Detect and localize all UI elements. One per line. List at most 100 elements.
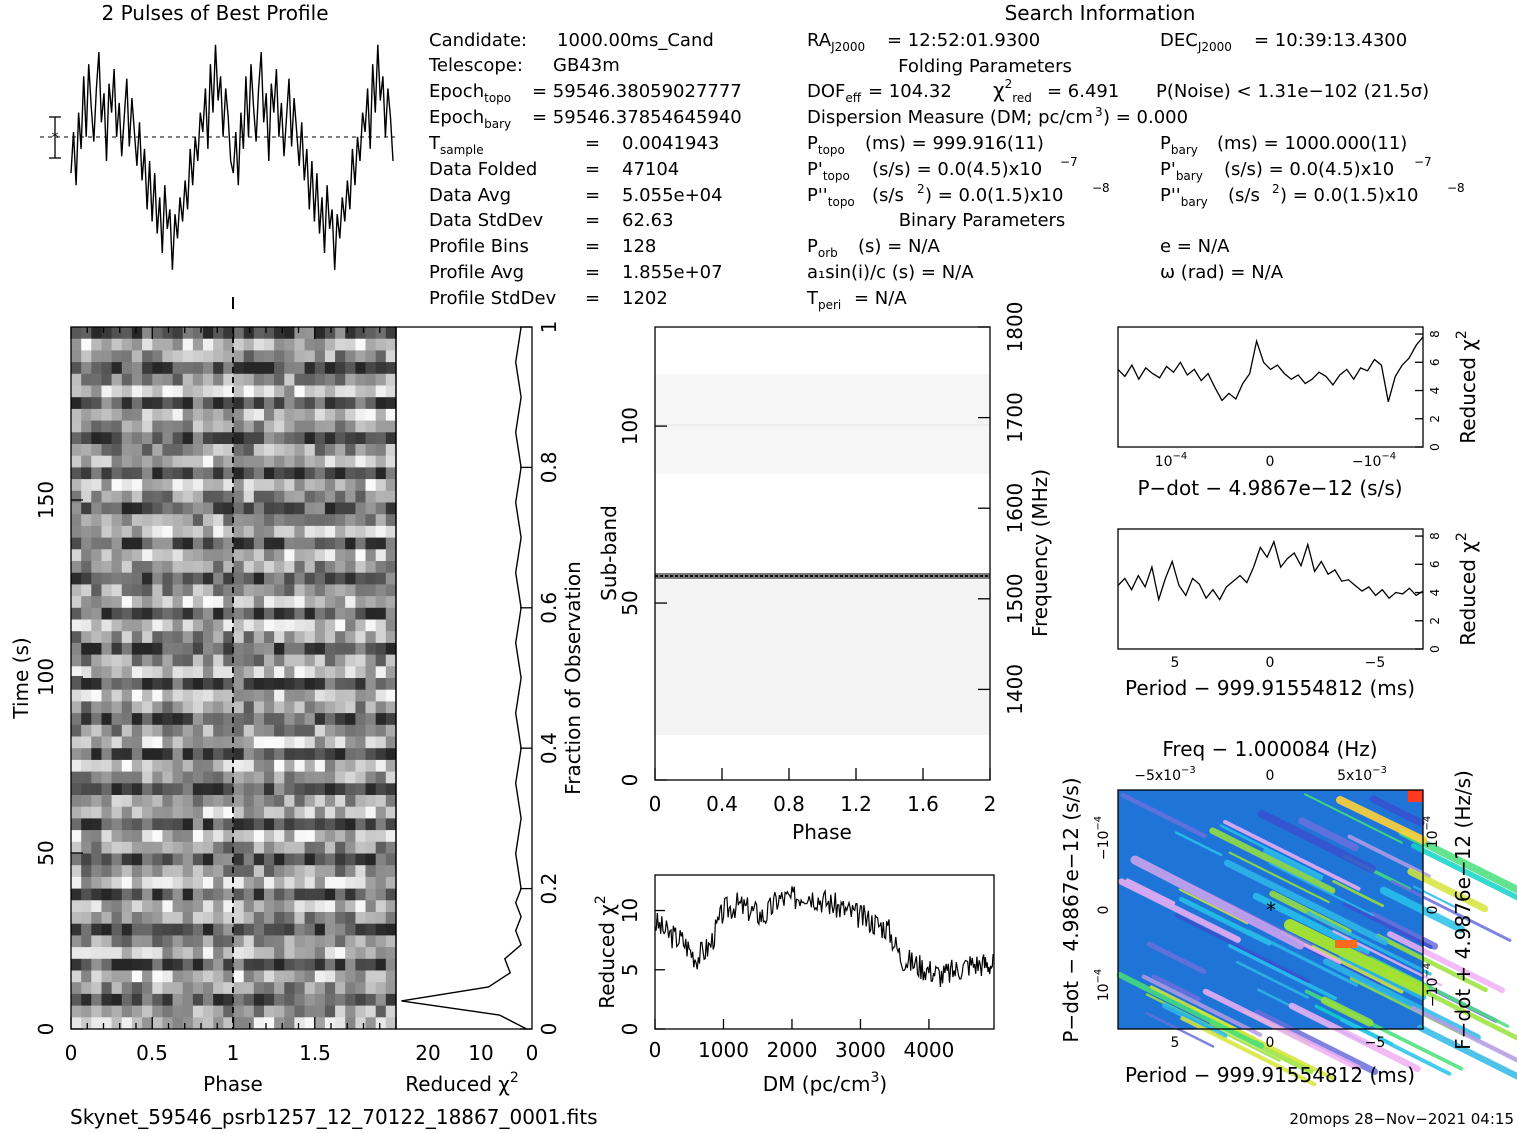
time-phase-cell — [274, 783, 285, 796]
time-phase-cell — [294, 596, 306, 609]
time-phase-cell — [345, 771, 356, 784]
time-phase-cell — [81, 970, 92, 983]
pddot-topo-label: (s/s — [872, 185, 904, 206]
time-phase-cell — [365, 455, 377, 468]
time-phase-cell — [152, 596, 163, 609]
time-phase-cell — [81, 1005, 92, 1018]
time-phase-cell — [91, 970, 102, 983]
time-phase-cell — [345, 759, 356, 773]
time-phase-cell — [274, 549, 285, 562]
time-phase-cell — [152, 806, 163, 819]
time-phase-cell — [294, 572, 306, 585]
pdot-ylabel: Reduced χ2 — [1454, 330, 1480, 444]
time-phase-cell — [314, 514, 326, 527]
time-phase-cell — [131, 982, 143, 995]
time-phase-cell — [314, 900, 326, 913]
time-phase-cell — [162, 561, 174, 574]
time-phase-cell — [213, 701, 224, 714]
time-phase-cell — [243, 408, 255, 422]
time-phase-cell — [81, 362, 92, 375]
time-phase-cell — [121, 841, 133, 854]
time-phase-cell — [324, 584, 336, 597]
time-phase-cell — [294, 490, 306, 503]
time-phase-cell — [162, 490, 174, 503]
time-phase-cell — [91, 841, 102, 854]
time-phase-cell — [192, 502, 204, 515]
time-phase-cell — [142, 736, 153, 749]
time-phase-cell — [294, 736, 306, 749]
time-phase-cell — [203, 362, 214, 375]
time-phase-cell — [203, 408, 214, 422]
time-phase-cell — [91, 736, 102, 749]
time-phase-cell — [365, 689, 377, 702]
time-phase-cell — [355, 678, 367, 691]
time-phase-cell — [152, 748, 163, 761]
chi2-fraction-line — [401, 326, 527, 1030]
time-phase-cell — [223, 689, 234, 702]
time-phase-cell — [314, 444, 326, 457]
time-phase-cell — [111, 362, 123, 375]
time-phase-cell — [81, 713, 92, 726]
svg-text:Epochbary: Epochbary — [429, 107, 511, 131]
time-phase-cell — [385, 338, 397, 351]
time-phase-cell — [294, 350, 306, 363]
time-phase-cell — [365, 514, 377, 527]
time-phase-cell — [253, 561, 265, 574]
time-phase-cell — [355, 970, 367, 983]
time-phase-cell — [172, 350, 184, 363]
subband-y-tick-label: 0 — [618, 774, 642, 787]
time-phase-cell — [192, 923, 204, 936]
time-phase-cell — [294, 830, 306, 843]
time-phase-cell — [335, 654, 346, 667]
time-phase-cell — [223, 327, 234, 340]
y-tick-label-150: 150 — [34, 481, 58, 519]
time-phase-cell — [142, 397, 153, 410]
time-phase-cell — [101, 678, 113, 691]
time-phase-cell — [203, 596, 214, 609]
time-phase-cell — [213, 420, 224, 433]
time-phase-cell — [345, 490, 356, 503]
time-phase-cell — [284, 900, 295, 913]
time-phase-cell — [223, 912, 234, 925]
time-phase-cell — [71, 759, 82, 773]
time-phase-cell — [314, 771, 326, 784]
dm-y-tick-label: 0 — [618, 1023, 642, 1036]
time-phase-cell — [253, 1005, 265, 1018]
time-phase-cell — [203, 876, 214, 890]
time-phase-cell — [91, 865, 102, 878]
time-phase-cell — [274, 970, 285, 983]
time-phase-cell — [324, 783, 336, 796]
time-phase-cell — [142, 783, 153, 796]
time-phase-cell — [81, 631, 92, 644]
period-x-tick-b: 0 — [1266, 655, 1275, 671]
time-phase-cell — [304, 654, 316, 667]
x-tick-label-05: 0.5 — [136, 1041, 168, 1065]
time-phase-cell — [375, 970, 387, 983]
time-phase-cell — [335, 373, 346, 386]
time-phase-cell — [182, 432, 194, 445]
pddot-bary-value: ) = 0.0(1.5)x10 — [1280, 185, 1418, 206]
time-phase-cell — [71, 818, 82, 831]
time-phase-cell — [284, 572, 295, 585]
svg-text:Pbary: Pbary — [1160, 133, 1198, 157]
time-phase-cell — [385, 724, 397, 737]
time-phase-cell — [203, 467, 214, 480]
time-phase-cell — [182, 830, 194, 843]
time-phase-cell — [203, 748, 214, 761]
time-phase-cell — [182, 900, 194, 913]
time-phase-cell — [213, 923, 224, 936]
dm-y-tick-label: 5 — [618, 963, 642, 976]
time-phase-cell — [131, 935, 143, 948]
time-phase-cell — [182, 479, 194, 492]
time-phase-cell — [223, 408, 234, 422]
time-phase-cell — [142, 1005, 153, 1018]
time-phase-cell — [284, 736, 295, 749]
time-phase-cell — [335, 736, 346, 749]
time-phase-cell — [324, 525, 336, 539]
time-phase-cell — [182, 701, 194, 714]
time-phase-cell — [192, 1017, 204, 1030]
time-phase-cell — [304, 818, 316, 831]
time-phase-cell — [253, 795, 265, 808]
time-phase-cell — [71, 408, 82, 422]
time-phase-cell — [213, 373, 224, 386]
